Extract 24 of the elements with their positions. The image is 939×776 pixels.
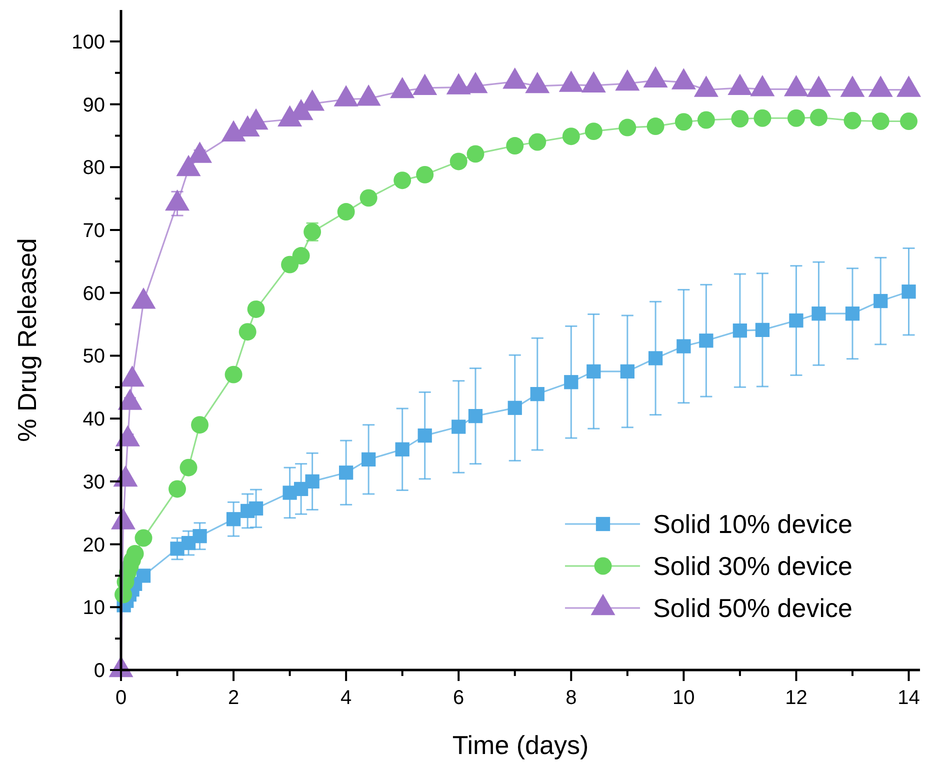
y-tick-label: 0	[94, 660, 105, 682]
x-tick-label: 6	[453, 687, 464, 709]
x-tick-label: 0	[115, 687, 127, 709]
x-tick-label: 4	[340, 687, 352, 709]
y-tick-label: 70	[82, 220, 105, 242]
y-tick-label: 90	[82, 94, 105, 116]
x-tick-label: 8	[566, 687, 577, 709]
x-tick-label: 10	[672, 687, 695, 709]
y-tick-label: 80	[82, 157, 105, 180]
x-tick-label: 2	[228, 687, 240, 709]
x-tick-label: 12	[785, 687, 808, 709]
legend-label: Solid 10% device	[653, 509, 852, 540]
y-tick-label: 10	[82, 597, 105, 620]
y-tick-label: 50	[82, 346, 105, 368]
y-tick-label: 100	[72, 31, 105, 54]
y-tick-label: 30	[82, 471, 105, 494]
y-tick-label: 60	[82, 282, 105, 305]
x-axis-title: Time (days)	[452, 730, 589, 760]
y-tick-label: 40	[82, 408, 105, 431]
y-axis-title: % Drug Released	[12, 238, 42, 442]
legend-label: Solid 30% device	[653, 551, 852, 582]
legend-label: Solid 50% device	[653, 593, 852, 624]
y-tick-label: 20	[82, 534, 105, 556]
x-tick-label: 14	[898, 687, 920, 709]
